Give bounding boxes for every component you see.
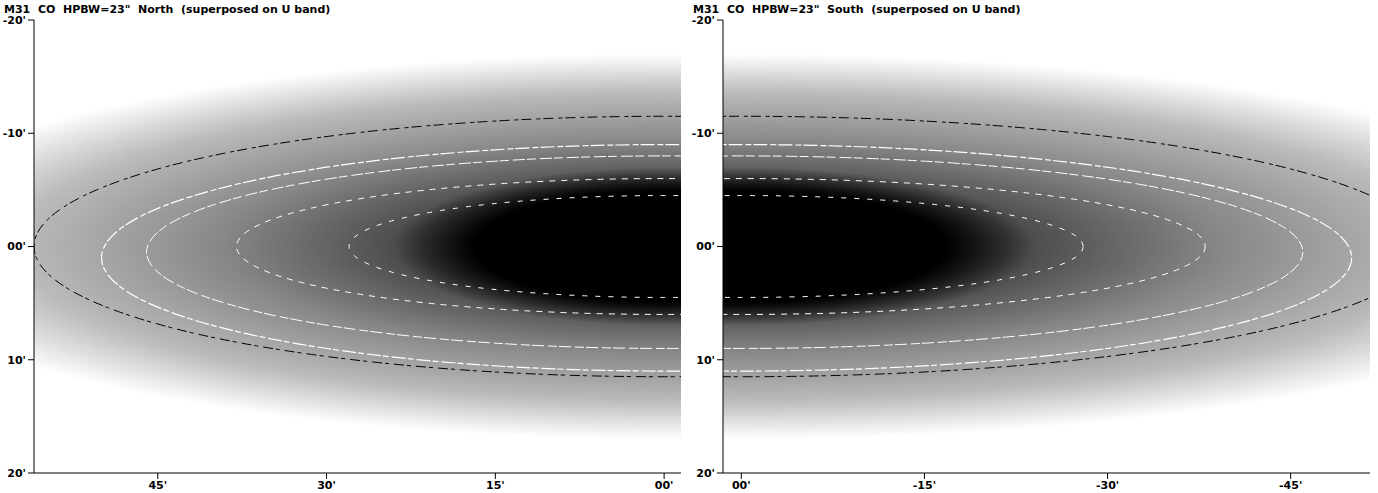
svg-text:30': 30': [317, 479, 336, 492]
svg-text:00': 00': [7, 240, 26, 253]
svg-text:10': 10': [696, 354, 715, 367]
svg-text:00': 00': [655, 479, 674, 492]
svg-text:-10': -10': [692, 127, 715, 140]
svg-text:15': 15': [486, 479, 505, 492]
svg-text:-10': -10': [3, 127, 26, 140]
svg-text:20': 20': [7, 467, 26, 480]
svg-text:00': 00': [696, 240, 715, 253]
svg-text:-15': -15': [913, 479, 936, 492]
html-text:M31 CO HPBW=23" North (superpo: M31 CO HPBW=23" North (superposed on U b…: [4, 3, 331, 16]
svg-text:-30': -30': [1096, 479, 1119, 492]
svg-text:-20': -20': [692, 14, 715, 27]
svg-text:-20': -20': [3, 14, 26, 27]
svg-text:-45': -45': [1279, 479, 1302, 492]
svg-text:00': 00': [732, 479, 751, 492]
svg-text:20': 20': [696, 467, 715, 480]
svg-text:45': 45': [148, 479, 167, 492]
svg-text:10': 10': [7, 354, 26, 367]
html-text:M31 CO HPBW=23" South (superpo: M31 CO HPBW=23" South (superposed on U b…: [693, 3, 1021, 16]
